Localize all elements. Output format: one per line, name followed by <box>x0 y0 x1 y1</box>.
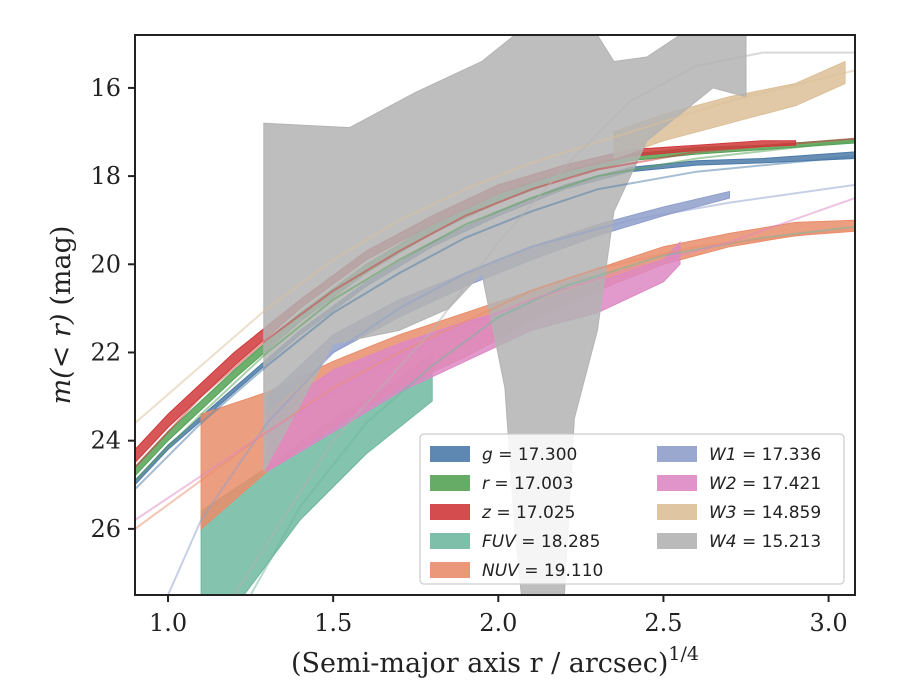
legend-swatch-r <box>430 475 470 491</box>
legend-label-r: r = 17.003 <box>482 474 574 494</box>
model-curve-g <box>135 155 855 490</box>
legend-swatch-nuv <box>430 562 470 578</box>
y-tick-label: 18 <box>90 162 121 190</box>
legend-label-w1: W1 = 17.336 <box>709 445 821 465</box>
legend-label-w4: W4 = 15.213 <box>709 532 821 552</box>
model-curve-w2 <box>135 197 855 521</box>
model-curve-w4 <box>233 51 855 595</box>
x-tick-label: 1.0 <box>149 609 187 637</box>
legend-frame <box>419 433 845 585</box>
x-axis: 1.0 1.5 2.0 2.5 3.0 <box>149 595 848 637</box>
legend-swatch-w3 <box>657 504 697 520</box>
model-curve-z <box>135 137 855 468</box>
plot-frame <box>134 34 856 596</box>
x-tick-label: 3.0 <box>809 609 847 637</box>
legend-label-fuv: FUV = 18.285 <box>482 532 600 552</box>
y-tick-label: 16 <box>90 74 121 102</box>
x-tick-label: 2.0 <box>479 609 517 637</box>
y-tick-label: 26 <box>90 515 121 543</box>
y-axis-title-unit: (mag) <box>46 226 77 306</box>
model-curve-w1 <box>167 183 855 595</box>
legend-label-nuv: NUV = 19.110 <box>482 561 603 581</box>
y-axis-title-main: m(< r) <box>46 314 77 405</box>
y-tick-label: 24 <box>90 427 121 455</box>
legend-label-z: z = 17.025 <box>481 503 575 523</box>
legend-label-w2: W2 = 17.421 <box>709 474 821 494</box>
x-tick-label: 2.5 <box>644 609 682 637</box>
legend-swatch-w1 <box>657 446 697 462</box>
model-curve-w3 <box>135 69 855 424</box>
y-tick-label: 22 <box>90 338 121 366</box>
legend-swatch-z <box>430 504 470 520</box>
x-axis-title-text: (Semi-major axis r / arcsec) <box>291 648 668 679</box>
band-w3 <box>613 60 846 160</box>
y-tick-label: 20 <box>90 250 121 278</box>
legend-label-g: g = 17.300 <box>482 445 577 465</box>
y-axis: 16 18 20 22 24 26 <box>90 74 135 543</box>
legend-swatch-w2 <box>657 475 697 491</box>
model-curves <box>135 51 855 595</box>
model-curve-r <box>135 139 855 482</box>
legend: g = 17.300 r = 17.003 z = 17.025 FUV = 18.2… <box>419 433 845 585</box>
legend-swatch-g <box>430 446 470 462</box>
model-curve-nuv <box>135 228 855 530</box>
legend-swatch-w4 <box>657 533 697 549</box>
y-axis-title: m(< r) (mag) <box>46 226 77 405</box>
legend-swatch-fuv <box>430 533 470 549</box>
x-axis-title: (Semi-major axis r / arcsec)1/4 <box>291 643 699 679</box>
x-axis-title-exponent: 1/4 <box>668 643 699 665</box>
x-tick-label: 1.5 <box>314 609 352 637</box>
legend-label-w3: W3 = 14.859 <box>709 503 821 523</box>
